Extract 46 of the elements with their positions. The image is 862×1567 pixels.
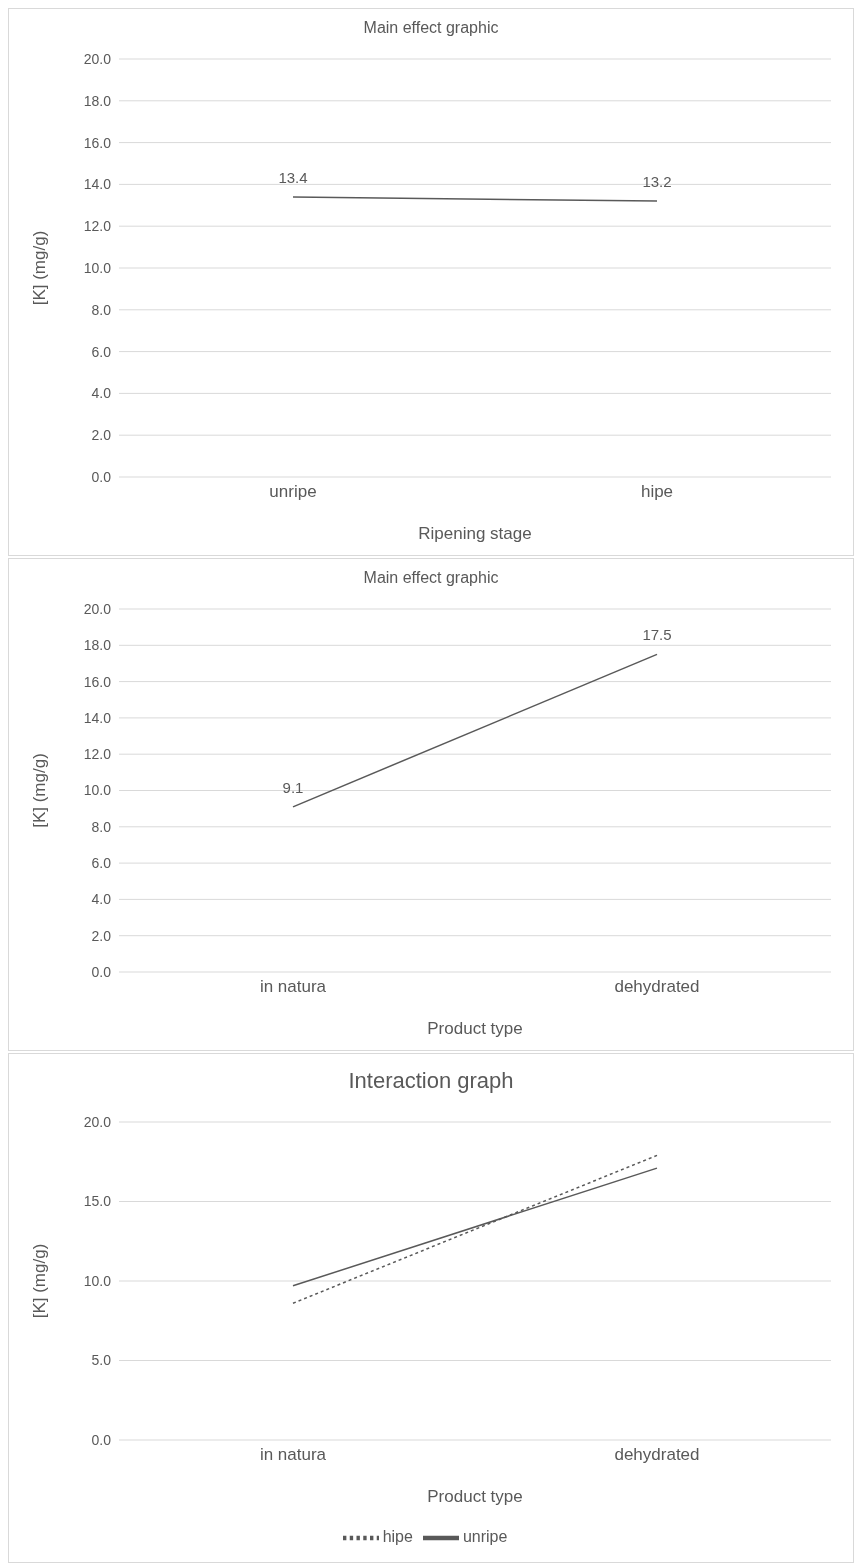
x-tick-label: in natura: [259, 1445, 327, 1465]
y-axis-title: [K] (mg/g): [30, 230, 50, 306]
data-label: 13.4: [278, 168, 308, 186]
y-tick-label: 2.0: [91, 927, 112, 944]
x-tick-label: in natura: [259, 977, 327, 997]
chart-title: Main effect graphic: [362, 568, 500, 588]
y-tick-label: 8.0: [91, 301, 112, 318]
y-tick-label: 5.0: [91, 1352, 112, 1369]
legend-label: unripe: [462, 1528, 508, 1546]
y-tick-label: 2.0: [91, 427, 112, 444]
chart-title: Interaction graph: [347, 1067, 515, 1095]
x-tick-label: dehydrated: [614, 977, 700, 997]
y-tick-label: 14.0: [83, 176, 112, 193]
y-tick-label: 16.0: [83, 673, 112, 690]
y-tick-label: 12.0: [83, 218, 112, 235]
x-axis-title: Product type: [427, 1019, 523, 1038]
y-tick-label: 18.0: [83, 637, 112, 654]
y-tick-label: 10.0: [83, 782, 112, 799]
y-tick-label: 20.0: [83, 50, 112, 67]
y-tick-label: 12.0: [83, 746, 112, 763]
x-axis-title: Ripening stage: [418, 524, 532, 543]
y-tick-label: 20.0: [83, 1113, 112, 1130]
x-axis-title: Product type: [427, 1487, 523, 1506]
y-tick-label: 10.0: [83, 1272, 112, 1289]
data-label: 13.2: [642, 173, 672, 191]
y-tick-label: 16.0: [83, 134, 112, 151]
y-tick-label: 8.0: [91, 818, 112, 835]
y-tick-label: 0.0: [91, 468, 112, 485]
legend-label: hipe: [382, 1528, 413, 1546]
y-axis-title: [K] (mg/g): [30, 753, 50, 828]
y-tick-label: 14.0: [83, 709, 112, 726]
data-label: 17.5: [642, 626, 672, 644]
y-tick-label: 20.0: [83, 600, 112, 617]
x-tick-label: dehydrated: [614, 1445, 700, 1465]
y-axis-title: [K] (mg/g): [30, 1243, 50, 1319]
y-tick-label: 10.0: [83, 259, 112, 276]
y-tick-label: 6.0: [91, 855, 112, 872]
chart-title: Main effect graphic: [362, 18, 500, 38]
y-tick-label: 15.0: [83, 1193, 112, 1210]
y-tick-label: 4.0: [91, 385, 112, 402]
y-tick-label: 4.0: [91, 891, 112, 908]
y-tick-label: 6.0: [91, 343, 112, 360]
y-tick-label: 0.0: [91, 963, 112, 980]
y-tick-label: 0.0: [91, 1431, 112, 1448]
data-label: 9.1: [282, 778, 304, 796]
y-tick-label: 18.0: [83, 92, 112, 109]
